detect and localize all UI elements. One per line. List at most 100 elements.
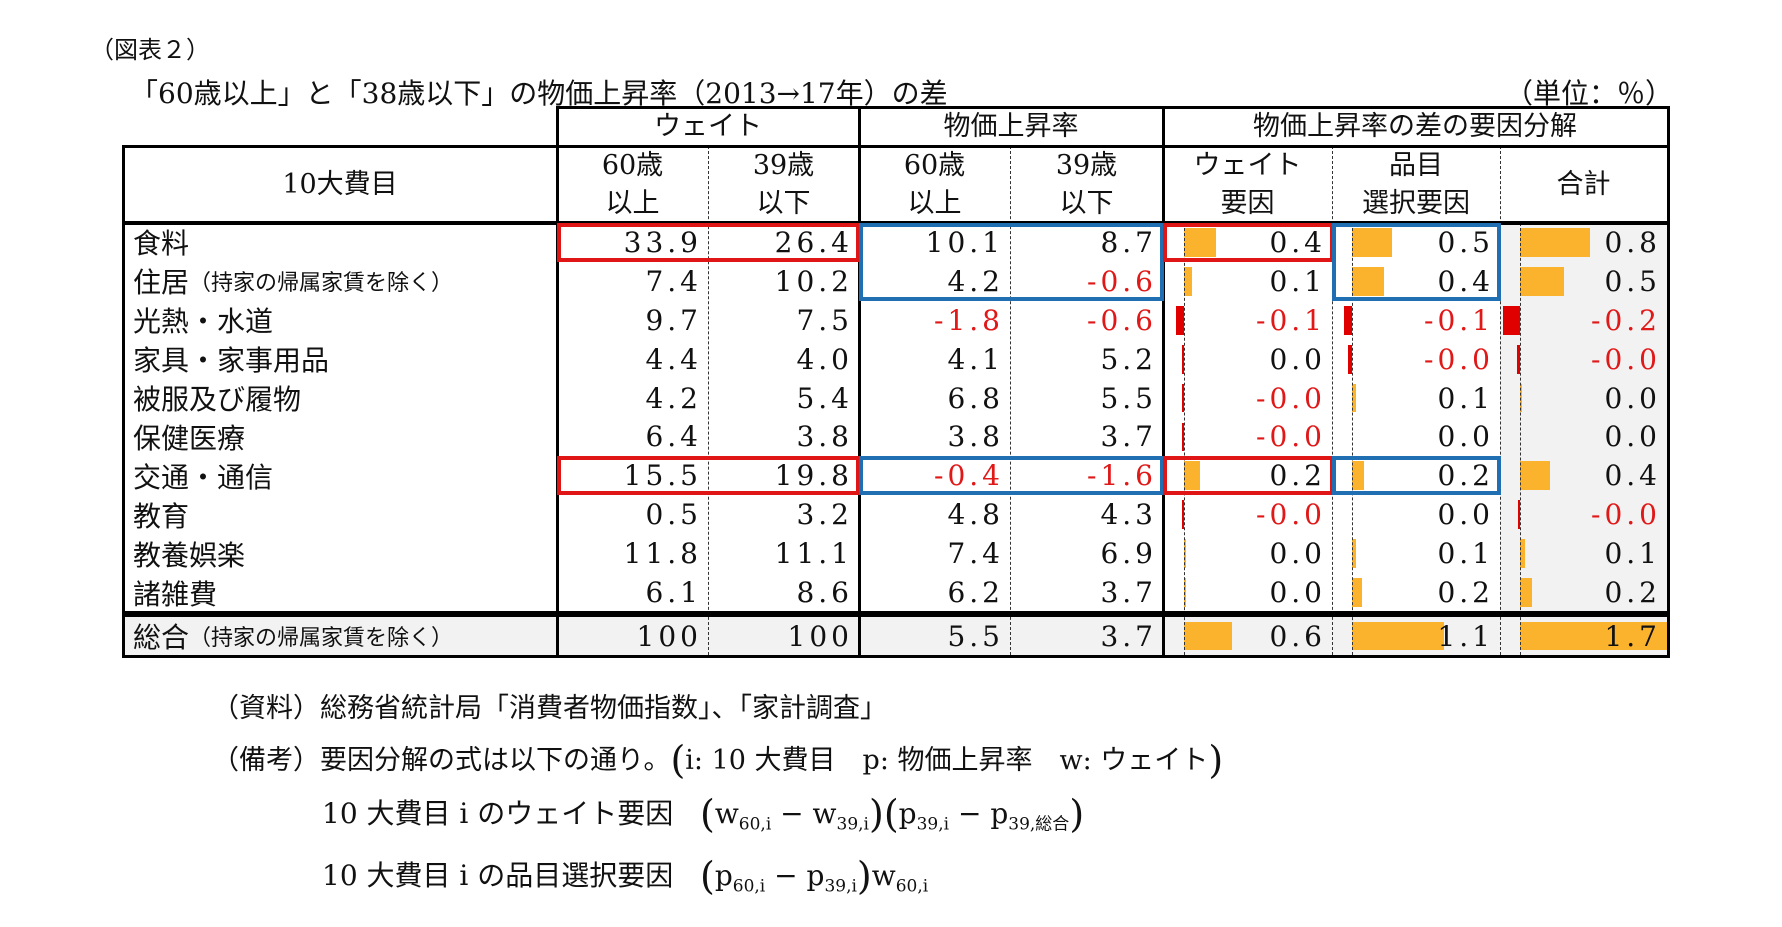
positive-bar — [1352, 461, 1364, 491]
value-p60: 7.4 — [947, 537, 1004, 571]
value-w39: 10.2 — [774, 264, 853, 298]
value-p39: 3.7 — [1100, 619, 1157, 653]
value-w60: 4.2 — [645, 381, 702, 415]
category-name: 教育 — [133, 499, 190, 533]
positive-bar — [1520, 622, 1668, 650]
grid-line — [123, 655, 1670, 658]
row-label: 諸雑費 — [123, 573, 557, 612]
formula2-label: 10 大費目 i の品目選択要因 — [322, 859, 674, 892]
value-p39: -0.6 — [1087, 303, 1157, 337]
value-p39: 6.9 — [1100, 537, 1157, 571]
header-line: 以上 — [605, 187, 660, 219]
value-w39: 100 — [787, 619, 853, 653]
positive-bar — [1184, 578, 1186, 607]
positive-bar — [1352, 539, 1356, 569]
value-wf: 0.0 — [1269, 576, 1326, 610]
value-wf: 0.0 — [1269, 342, 1326, 376]
value-p39: -1.6 — [1087, 459, 1157, 493]
positive-bar — [1184, 266, 1192, 296]
positive-bar — [1520, 228, 1590, 257]
value-tot: -0.0 — [1591, 342, 1661, 376]
value-if: 0.0 — [1437, 498, 1494, 532]
value-if: 0.2 — [1437, 459, 1494, 493]
value-tot: -0.2 — [1591, 303, 1661, 337]
grid-line — [1667, 106, 1670, 658]
value-w60: 11.8 — [623, 537, 702, 571]
header-age-60-0: 60歳 以上 — [557, 146, 708, 223]
value-tot: 0.4 — [1604, 459, 1661, 493]
value-w60: 33.9 — [623, 225, 702, 259]
value-w60: 15.5 — [623, 459, 702, 493]
value-tot: 0.5 — [1604, 264, 1661, 298]
category-name: 被服及び履物 — [133, 383, 302, 417]
remark-legend: i: 10 大費目 p: 物価上昇率 w: ウェイト — [685, 745, 1209, 776]
header-line: 以下 — [756, 187, 811, 219]
value-tot: 0.2 — [1604, 576, 1661, 610]
value-wf: -0.0 — [1256, 420, 1326, 454]
value-p39: 5.2 — [1100, 342, 1157, 376]
value-p39: 3.7 — [1100, 576, 1157, 610]
grid-line — [123, 614, 1667, 617]
row-label: 住居 （持家の帰属家賃を除く） — [123, 262, 557, 301]
value-w39: 3.8 — [796, 420, 853, 454]
row-label: 交通・通信 — [123, 456, 557, 495]
formula1-label: 10 大費目 i のウェイト要因 — [322, 797, 674, 830]
value-if: 0.2 — [1437, 576, 1494, 610]
row-label: 食料 — [123, 223, 557, 262]
value-wf: -0.0 — [1256, 498, 1326, 532]
grid-line — [123, 221, 1667, 225]
header-line: 以下 — [1059, 187, 1114, 219]
positive-bar — [1352, 383, 1356, 413]
value-if: -0.1 — [1424, 303, 1494, 337]
header-line: 選択要因 — [1362, 187, 1470, 219]
grid-line — [122, 145, 125, 658]
value-p60: 10.1 — [925, 225, 1004, 259]
row-label: 教育 — [123, 495, 557, 534]
value-p39: -0.6 — [1087, 264, 1157, 298]
value-p39: 3.7 — [1100, 420, 1157, 454]
positive-bar — [1352, 228, 1392, 257]
value-tot: 0.8 — [1604, 225, 1661, 259]
value-if: 0.5 — [1437, 225, 1494, 259]
value-p39: 8.7 — [1100, 225, 1157, 259]
positive-bar — [1520, 578, 1533, 607]
category-name: 光熱・水道 — [133, 305, 274, 339]
value-p60: 6.8 — [947, 381, 1004, 415]
header-line: 39歳 — [752, 149, 815, 181]
positive-bar — [1352, 266, 1384, 296]
value-w39: 3.2 — [796, 498, 853, 532]
header-age-39-3: 39歳以下 — [1010, 146, 1163, 223]
value-if: 0.0 — [1437, 420, 1494, 454]
value-w39: 19.8 — [774, 459, 853, 493]
category-name: 住居 — [133, 266, 190, 300]
positive-bar — [1184, 622, 1232, 650]
dashed-divider — [1184, 223, 1185, 655]
header-age-60-2: 60歳 以上 — [859, 146, 1010, 223]
negative-bar — [1344, 305, 1352, 335]
header-line: 39歳 — [1055, 149, 1118, 181]
header-line: 以上 — [907, 187, 962, 219]
grid-line — [858, 106, 861, 658]
value-if: 0.1 — [1437, 537, 1494, 571]
source-text: 総務省統計局「消費者物価指数」、「家計調査」 — [320, 693, 887, 724]
value-if: 0.4 — [1437, 264, 1494, 298]
formula-item-factor: 10 大費目 i の品目選択要因 (p60,i − p39,i)w60,i — [322, 854, 928, 897]
header-weight-factor: ウェイト 要因 — [1163, 146, 1332, 223]
positive-bar — [1520, 383, 1522, 413]
dashed-divider — [1520, 223, 1521, 655]
value-w39: 4.0 — [796, 342, 853, 376]
value-w39: 8.6 — [796, 576, 853, 610]
remark-note: （備考）要因分解の式は以下の通り。(i: 10 大費目 p: 物価上昇率 w: … — [212, 738, 1224, 782]
negative-bar — [1182, 500, 1184, 530]
grid-line — [557, 106, 1667, 109]
value-w60: 7.4 — [645, 264, 702, 298]
value-tot: 0.1 — [1604, 537, 1661, 571]
value-wf: 0.1 — [1269, 264, 1326, 298]
value-p39: 4.3 — [1100, 498, 1157, 532]
value-tot: 0.0 — [1604, 381, 1661, 415]
formula-weight-factor: 10 大費目 i のウェイト要因 (w60,i − w39,i)(p39,i −… — [322, 792, 1084, 835]
value-tot: 0.0 — [1604, 420, 1661, 454]
header-age-39-1: 39歳以下 — [708, 146, 859, 223]
value-p60: 3.8 — [947, 420, 1004, 454]
value-w60: 6.1 — [645, 576, 702, 610]
